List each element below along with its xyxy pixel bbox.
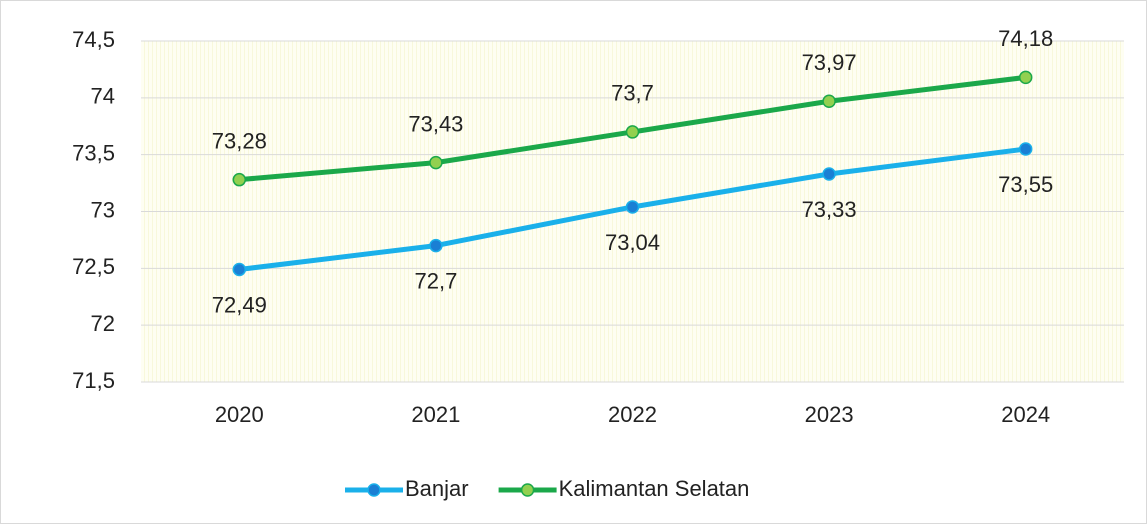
data-label: 74,18 xyxy=(998,26,1053,51)
x-tick-label: 2023 xyxy=(805,402,854,427)
y-tick-label: 73,5 xyxy=(72,140,115,165)
legend-label: Banjar xyxy=(405,476,469,501)
y-tick-label: 71,5 xyxy=(72,368,115,393)
data-point xyxy=(232,262,247,277)
data-label: 73,97 xyxy=(802,50,857,75)
x-tick-label: 2022 xyxy=(608,402,657,427)
data-label: 72,7 xyxy=(414,268,457,293)
y-tick-label: 74 xyxy=(91,84,115,109)
data-point xyxy=(232,172,247,187)
data-label: 73,43 xyxy=(408,111,463,136)
data-point xyxy=(1018,70,1033,85)
x-tick-label: 2021 xyxy=(411,402,460,427)
y-tick-label: 72,5 xyxy=(72,254,115,279)
data-label: 73,04 xyxy=(605,230,660,255)
y-tick-label: 73 xyxy=(91,197,115,222)
x-tick-label: 2020 xyxy=(215,402,264,427)
y-tick-label: 72 xyxy=(91,311,115,336)
data-label: 73,33 xyxy=(802,197,857,222)
data-point xyxy=(822,167,836,181)
data-point xyxy=(429,238,443,253)
data-point xyxy=(625,200,640,214)
data-point xyxy=(822,94,836,108)
data-label: 72,49 xyxy=(212,292,267,317)
data-label: 73,7 xyxy=(611,81,654,106)
legend-marker xyxy=(367,483,381,497)
legend-label: Kalimantan Selatan xyxy=(559,476,750,501)
data-point xyxy=(1018,142,1033,156)
data-point xyxy=(625,125,640,139)
x-tick-label: 2024 xyxy=(1001,402,1050,427)
data-label: 73,28 xyxy=(212,128,267,153)
data-label: 73,55 xyxy=(998,172,1053,197)
legend-marker xyxy=(520,483,535,497)
data-point xyxy=(429,155,443,170)
y-tick-label: 74,5 xyxy=(72,27,115,52)
